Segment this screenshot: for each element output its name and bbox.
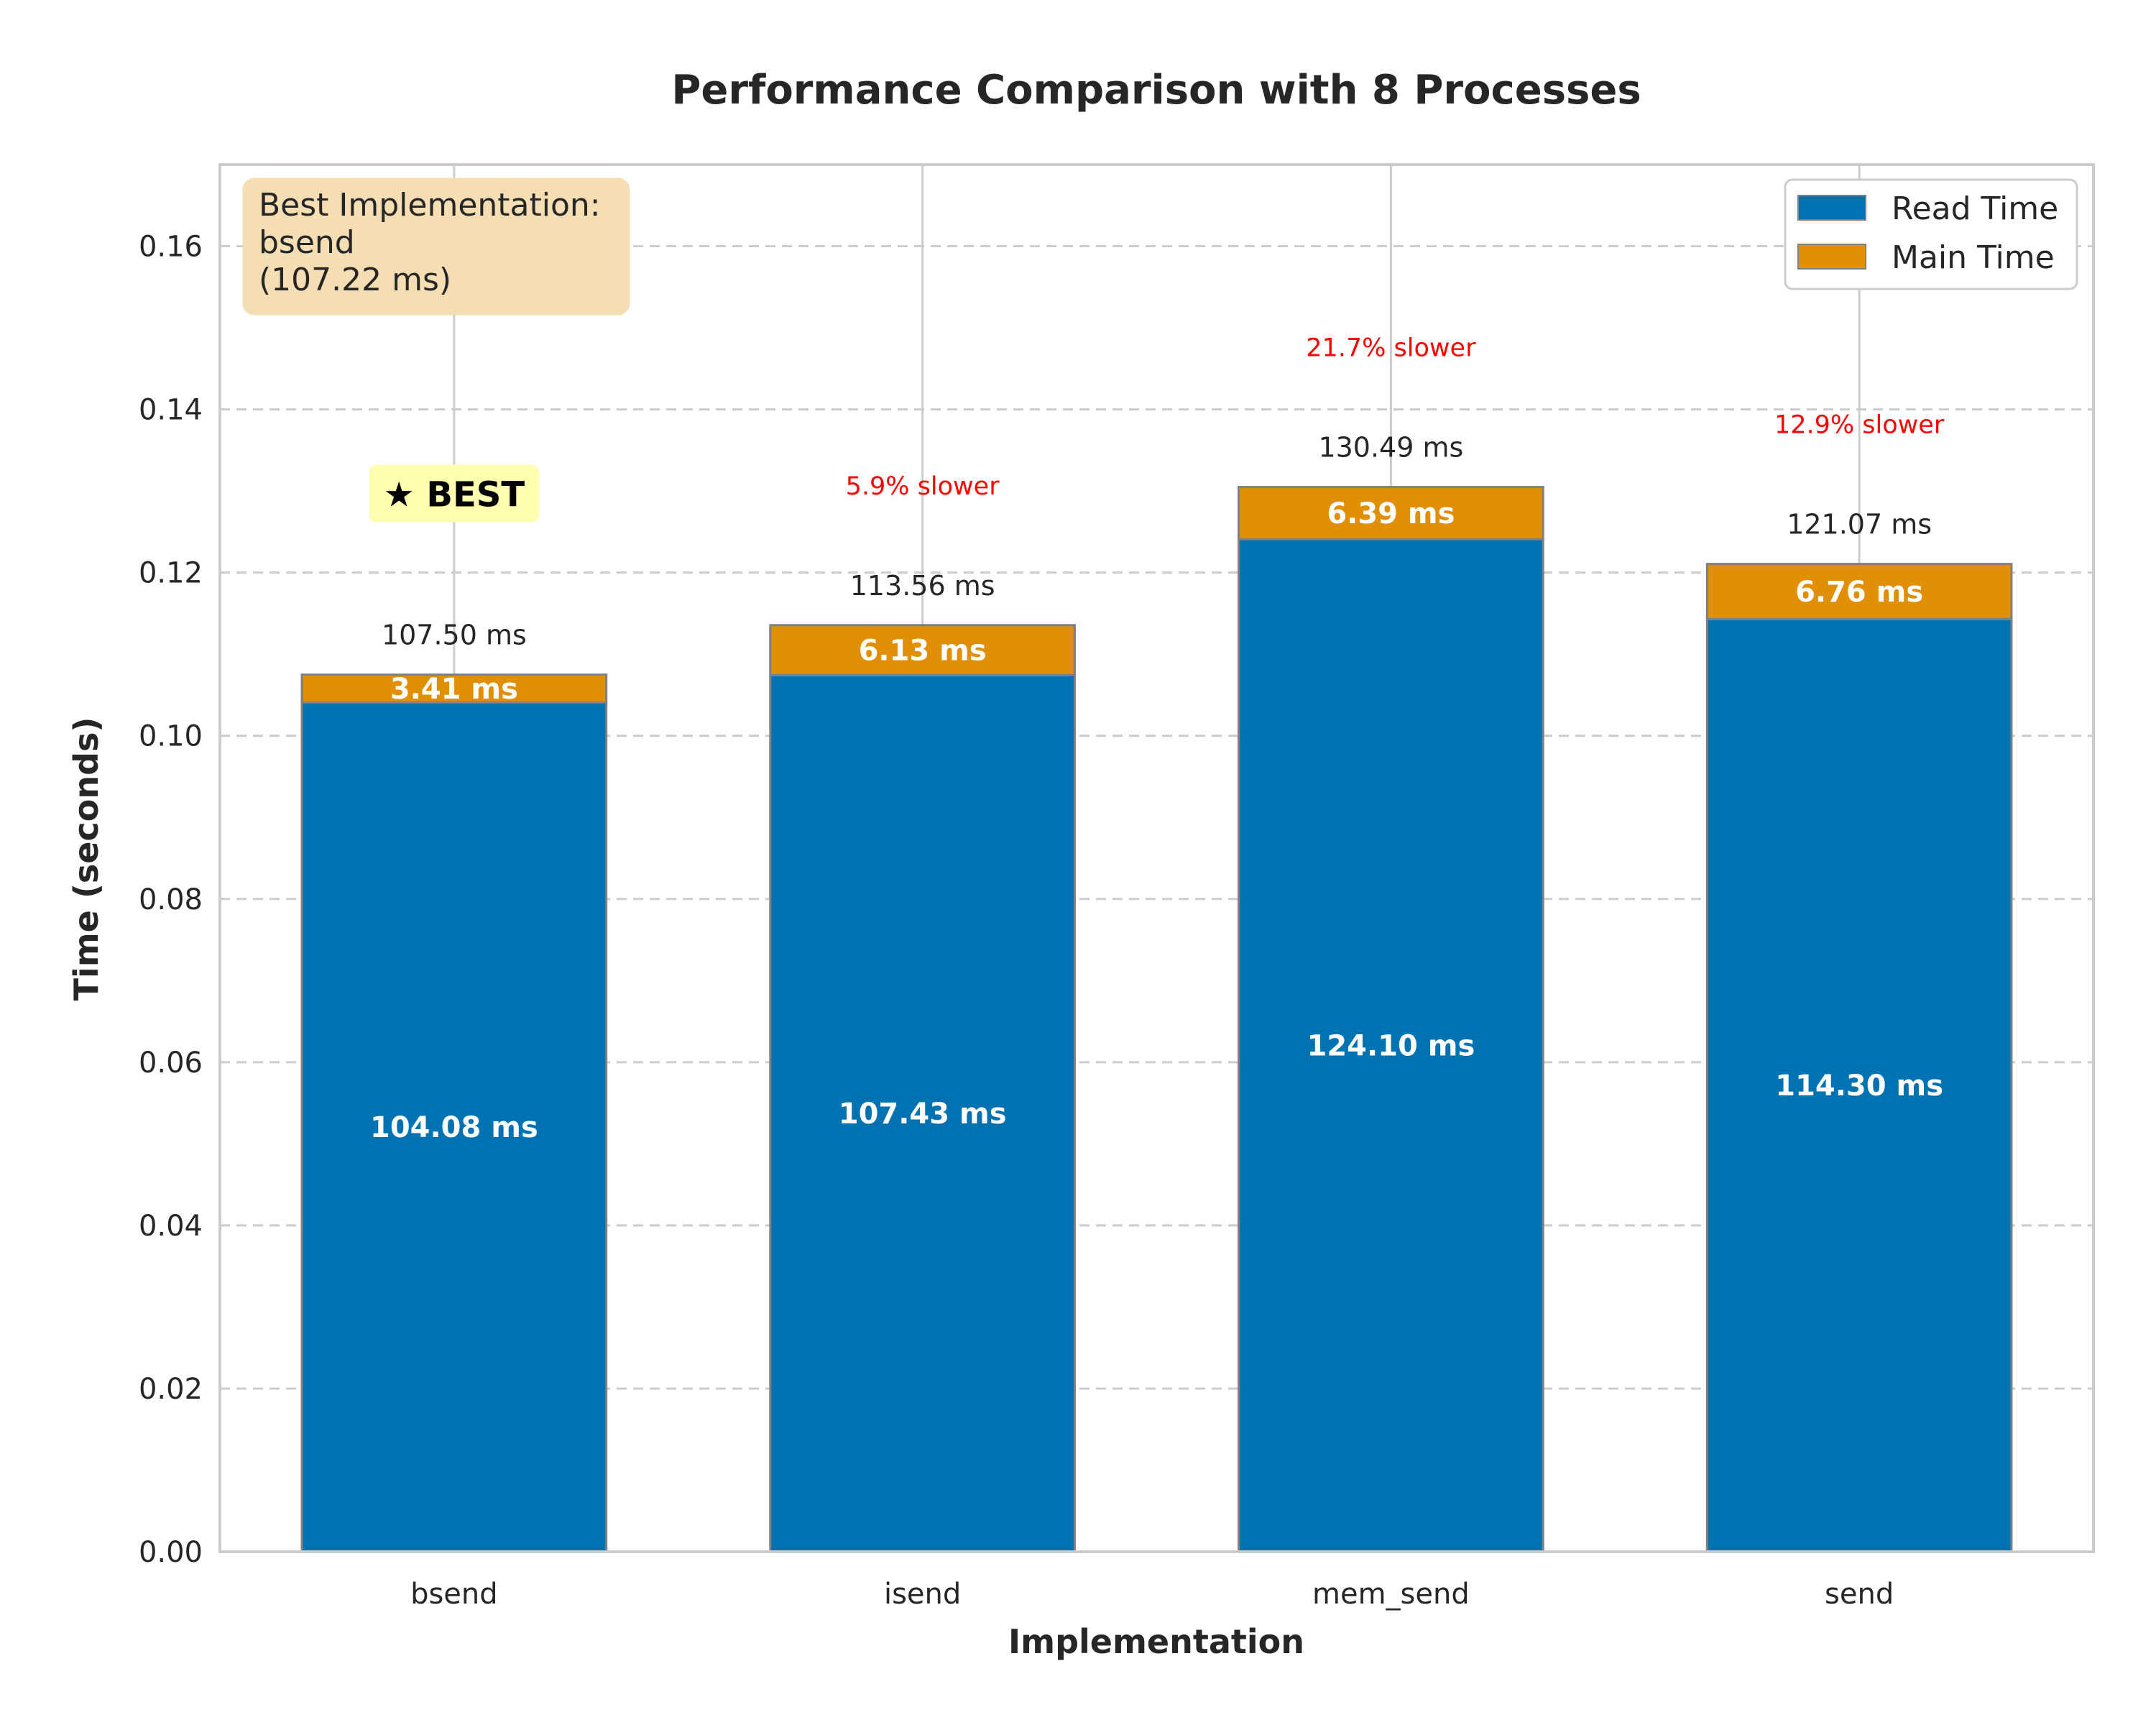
total-label: 121.07 ms: [1787, 508, 1932, 540]
x-tick-label: send: [1825, 1578, 1894, 1611]
bar-read-time: [300, 701, 608, 1553]
y-tick-label: 0.12: [139, 557, 203, 590]
best-marker: ★ BEST: [369, 464, 539, 523]
bar-label-read-time: 124.10 ms: [1307, 1030, 1475, 1063]
y-axis-title: Time (seconds): [67, 717, 106, 1001]
total-label: 113.56 ms: [850, 570, 995, 602]
best-implementation-line-2: bsend: [259, 224, 355, 261]
bar-label-main-time: 6.39 ms: [1327, 497, 1455, 530]
best-implementation-line-1: Best Implementation:: [259, 187, 601, 224]
chart-title: Performance Comparison with 8 Processes: [671, 67, 1641, 114]
ticks-layer: 0.00 0.02 0.04 0.06 0.08 0.10 0.12 0.14 0.16 bsen…: [139, 231, 1894, 1611]
y-tick-label: 0.04: [139, 1210, 203, 1243]
bar-label-read-time: 104.08 ms: [370, 1111, 538, 1144]
legend: Read Time Main Time: [1784, 178, 2078, 290]
best-marker-label: ★ BEST: [384, 475, 525, 515]
slower-label: 21.7% slower: [1306, 334, 1476, 363]
best-implementation-line-3: (107.22 ms): [259, 262, 451, 298]
legend-swatch-main-time: [1797, 244, 1866, 270]
bar-main-time: [769, 624, 1076, 676]
bar-label-read-time: 114.30 ms: [1775, 1070, 1943, 1103]
bar-label-main-time: 6.76 ms: [1795, 576, 1923, 609]
y-tick-label: 0.10: [139, 720, 203, 753]
x-axis-title: Implementation: [1008, 1622, 1304, 1661]
bars-layer: [300, 486, 2013, 1553]
bar-label-main-time: 6.13 ms: [859, 635, 987, 668]
best-marker-bg: [369, 464, 539, 523]
labels-layer: 104.08 ms 3.41 ms 107.50 ms ★ BEST 107.43 ms…: [369, 334, 1945, 1144]
y-tick-label: 0.06: [139, 1046, 203, 1080]
y-tick-label: 0.00: [139, 1536, 203, 1569]
y-tick-label: 0.16: [139, 231, 203, 264]
bar-read-time: [769, 673, 1076, 1553]
legend-label-main-time: Main Time: [1892, 239, 2055, 276]
y-tick-label: 0.08: [139, 883, 203, 916]
bar-label-read-time: 107.43 ms: [839, 1098, 1007, 1131]
slower-label: 5.9% slower: [846, 472, 1000, 501]
bar-main-time: [1238, 486, 1544, 540]
bar-label-main-time: 3.41 ms: [390, 673, 518, 706]
bar-read-time: [1238, 538, 1544, 1553]
total-label: 130.49 ms: [1318, 432, 1463, 464]
x-tick-label: isend: [884, 1578, 961, 1611]
y-tick-label: 0.02: [139, 1373, 203, 1406]
best-implementation-box: Best Implementation: bsend (107.22 ms): [242, 178, 630, 316]
plot-frame: [218, 163, 2095, 1553]
bar-main-time: [300, 673, 608, 704]
y-tick-label: 0.14: [139, 394, 203, 427]
x-tick-label: mem_send: [1312, 1578, 1470, 1611]
total-label: 107.50 ms: [382, 620, 527, 651]
bar-read-time: [1705, 617, 2013, 1553]
slower-label: 12.9% slower: [1774, 410, 1945, 439]
legend-swatch-read-time: [1797, 195, 1866, 221]
best-implementation-box-bg: [242, 178, 630, 316]
x-tick-label: bsend: [410, 1578, 498, 1611]
bar-main-time: [1705, 563, 2013, 620]
legend-label-read-time: Read Time: [1892, 190, 2058, 227]
